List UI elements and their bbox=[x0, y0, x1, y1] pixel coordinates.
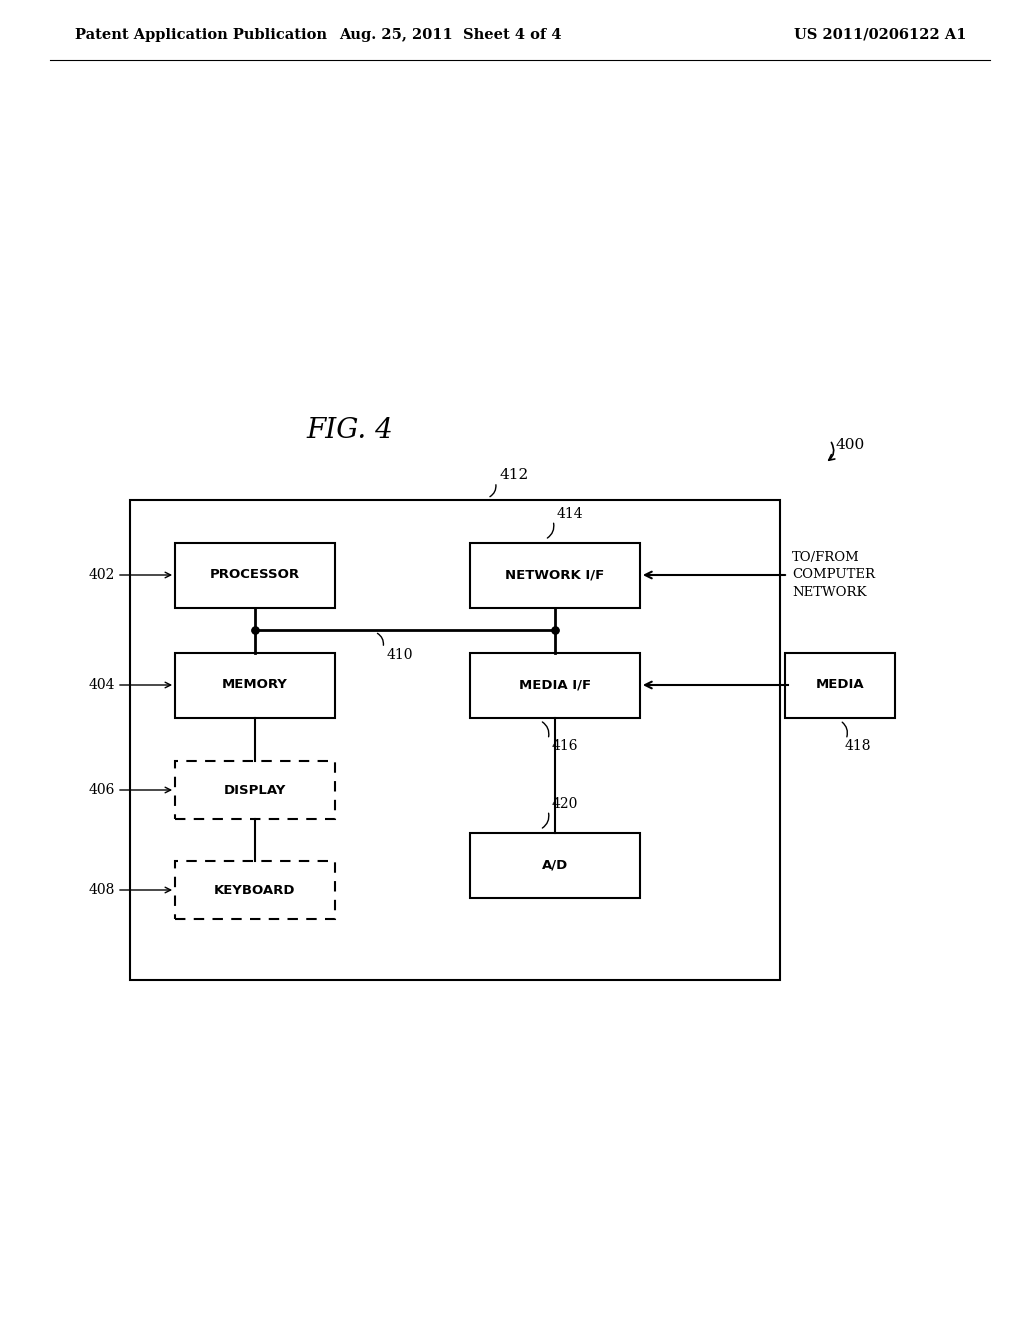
Text: TO/FROM
COMPUTER
NETWORK: TO/FROM COMPUTER NETWORK bbox=[792, 552, 874, 598]
Text: FIG. 4: FIG. 4 bbox=[306, 417, 393, 444]
Text: KEYBOARD: KEYBOARD bbox=[214, 883, 296, 896]
Bar bbox=[785, 652, 895, 718]
Bar bbox=[470, 543, 640, 607]
Text: 406: 406 bbox=[89, 783, 115, 797]
Text: NETWORK I/F: NETWORK I/F bbox=[506, 569, 604, 582]
Text: MEDIA: MEDIA bbox=[816, 678, 864, 692]
Text: MEDIA I/F: MEDIA I/F bbox=[519, 678, 591, 692]
Text: PROCESSOR: PROCESSOR bbox=[210, 569, 300, 582]
Text: 420: 420 bbox=[552, 796, 579, 810]
Bar bbox=[470, 833, 640, 898]
Bar bbox=[470, 652, 640, 718]
Text: 414: 414 bbox=[557, 507, 584, 520]
Text: 418: 418 bbox=[845, 739, 871, 754]
Text: 410: 410 bbox=[387, 648, 414, 663]
Bar bbox=[175, 543, 335, 607]
Bar bbox=[175, 762, 335, 818]
Text: Patent Application Publication: Patent Application Publication bbox=[75, 28, 327, 42]
Text: A/D: A/D bbox=[542, 858, 568, 871]
Text: 412: 412 bbox=[500, 469, 528, 482]
Text: 416: 416 bbox=[552, 739, 579, 754]
Bar bbox=[175, 652, 335, 718]
Bar bbox=[175, 861, 335, 919]
Text: 400: 400 bbox=[835, 438, 864, 451]
Text: 402: 402 bbox=[89, 568, 115, 582]
Text: Aug. 25, 2011  Sheet 4 of 4: Aug. 25, 2011 Sheet 4 of 4 bbox=[339, 28, 561, 42]
Text: US 2011/0206122 A1: US 2011/0206122 A1 bbox=[794, 28, 967, 42]
Text: DISPLAY: DISPLAY bbox=[224, 784, 286, 796]
Bar bbox=[130, 500, 780, 979]
Text: 404: 404 bbox=[88, 678, 115, 692]
Text: 408: 408 bbox=[89, 883, 115, 898]
Text: MEMORY: MEMORY bbox=[222, 678, 288, 692]
